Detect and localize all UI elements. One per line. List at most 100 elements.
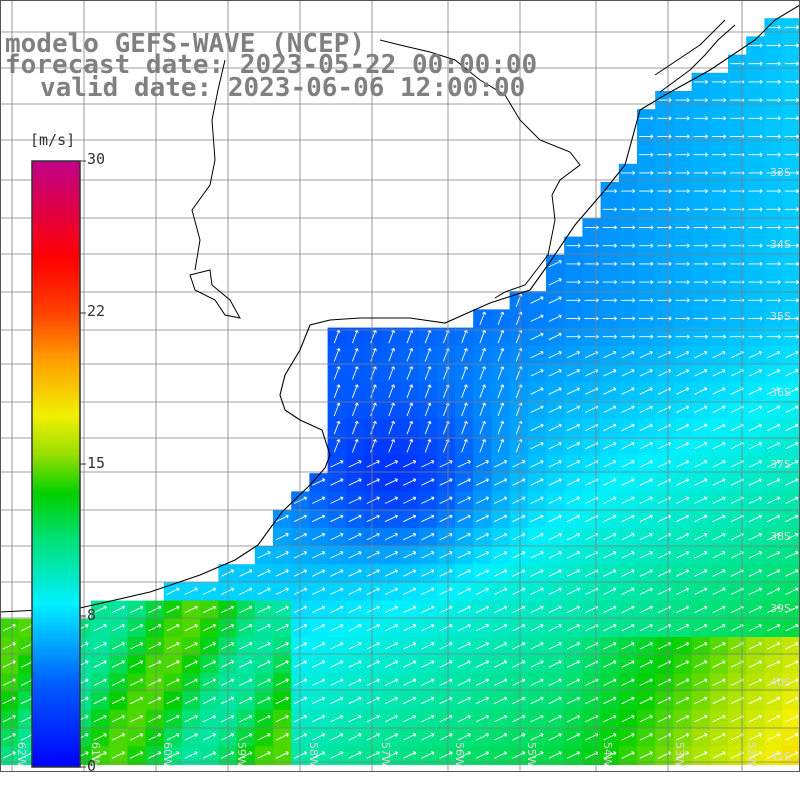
wind-arrow [221,623,235,632]
wind-arrow [748,134,763,139]
wind-arrow [748,496,762,504]
wind-arrow [603,496,617,504]
wind-arrow [202,751,216,759]
wind-arrow [530,314,544,322]
wind-arrow [620,225,636,230]
wind-arrow [330,605,344,614]
wind-arrow [748,316,763,321]
wind-arrow [548,551,562,559]
wind-arrow [457,460,471,468]
wind-arrow [694,642,708,650]
wind-arrow [621,532,635,541]
wind-arrow [711,279,727,285]
wind-arrow [639,514,653,523]
wind-arrow [388,348,396,362]
wind-arrow [330,733,344,741]
wind-arrow [620,334,636,339]
wind-arrow [312,642,326,650]
wind-arrow [712,423,726,432]
wind-arrow [548,696,562,705]
wind-arrow [202,605,216,614]
wind-arrow [784,43,799,48]
wind-arrow [457,478,471,486]
lat-label: 39S [770,602,791,615]
wind-arrow [111,696,125,705]
wind-arrow [494,478,508,486]
wind-arrow [711,152,727,157]
wind-arrow [461,329,468,344]
wind-arrow [475,605,489,614]
wind-arrow [439,660,453,668]
wind-arrow [475,496,489,504]
wind-arrow [675,225,690,230]
wind-arrow [766,152,781,157]
wind-arrow [603,678,617,686]
wind-arrow [694,441,708,450]
wind-arrow [330,569,344,577]
wind-arrow [602,188,617,194]
wind-arrow [566,751,580,759]
wind-arrow [548,314,562,322]
wind-arrow [403,733,417,741]
wind-arrow [494,569,508,577]
wind-arrow [348,714,362,723]
wind-arrow [748,678,762,686]
wind-arrow [388,439,396,453]
wind-arrow [512,660,526,668]
wind-arrow [403,660,417,668]
wind-arrow [784,116,799,121]
wind-arrow [348,587,362,595]
wind-arrow [421,733,435,741]
wind-arrow [785,678,799,686]
lon-label: 61W [89,742,102,767]
wind-arrow [748,478,762,486]
wind-arrow [621,696,635,705]
wind-arrow [348,678,362,686]
wind-arrow [566,423,580,432]
wind-arrow [620,188,636,194]
wind-arrow [257,587,271,595]
wind-arrow [748,696,762,705]
wind-arrow [639,532,653,541]
wind-arrow [333,384,341,398]
wind-arrow [675,316,690,321]
wind-arrow [202,696,216,705]
wind-arrow [494,714,508,723]
wind-arrow [384,551,398,559]
lat-label: 41S [770,750,791,763]
wind-arrow [312,623,326,632]
wind-arrow [603,714,617,723]
lat-label: 38S [770,530,791,543]
wind-arrow [494,587,508,595]
wind-arrow [566,279,581,285]
wind-arrow [366,569,380,577]
wind-arrow [748,569,762,577]
wind-arrow [694,496,708,504]
wind-arrow [639,261,654,267]
wind-arrow [351,439,359,453]
wind-arrow [639,152,654,157]
wind-arrow [406,439,414,453]
wind-arrow [711,170,727,176]
wind-arrow [333,402,341,417]
wind-arrow [370,420,377,435]
wind-arrow [621,678,635,686]
wind-arrow [93,605,107,614]
wind-arrow [767,478,781,486]
wind-arrow [512,714,526,723]
wind-arrow [639,623,653,632]
wind-arrow [784,298,799,303]
wind-arrow [657,316,672,321]
wind-arrow [388,420,396,435]
wind-arrow [479,384,487,398]
wind-arrow [384,642,398,650]
wind-arrow [657,170,672,176]
wind-arrow [676,514,690,523]
wind-arrow [111,623,125,632]
wind-arrow [675,243,690,248]
wind-arrow [785,441,799,450]
wind-arrow [620,170,636,176]
wind-arrow [202,660,216,668]
wind-arrow [148,733,162,741]
wind-arrow [333,348,341,362]
